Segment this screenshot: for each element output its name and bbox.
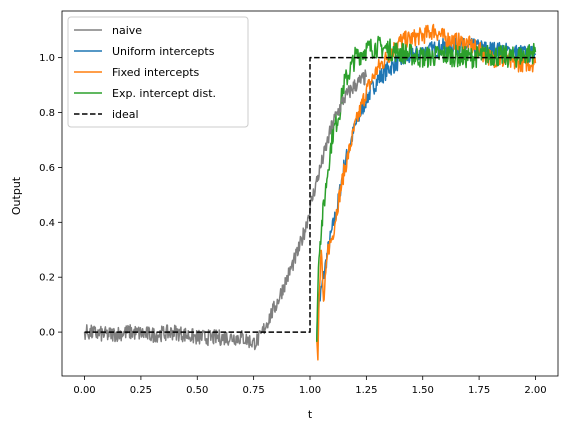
y-tick-label: 0.6 [39,163,55,174]
y-tick-label: 0.8 [39,108,55,119]
series-layer [83,23,537,361]
x-tick-label: 1.00 [299,385,321,396]
series-line-naive [83,69,368,351]
x-axis-label: t [308,408,313,421]
y-tick-label: 0.0 [39,328,55,339]
legend-label: Fixed intercepts [112,66,200,79]
series-line-ideal [84,56,536,333]
x-tick-label: 0.75 [243,385,265,396]
x-axis-ticks: 0.00 0.25 0.50 0.75 1.00 1.25 1.50 1.75 2.00 [73,376,547,396]
x-tick-label: 1.50 [412,385,434,396]
x-tick-label: 0.25 [130,385,152,396]
legend-label: Exp. intercept dist. [112,87,216,100]
y-tick-label: 0.2 [39,273,55,284]
y-axis-label: Output [10,176,23,215]
y-axis-ticks: 0.0 0.2 0.4 0.6 0.8 1.0 [39,53,62,339]
legend-label: Uniform intercepts [112,45,215,58]
x-tick-label: 1.25 [355,385,377,396]
legend-label: ideal [112,108,139,121]
y-tick-label: 0.4 [39,218,55,229]
legend-label: naive [112,24,142,37]
series-line-exp-intercept-dist [316,35,537,342]
x-tick-label: 0.50 [186,385,208,396]
x-tick-label: 1.75 [468,385,490,396]
legend: naive Uniform intercepts Fixed intercepts E… [67,16,249,128]
x-tick-label: 2.00 [524,385,546,396]
y-tick-label: 1.0 [39,53,55,64]
x-tick-label: 0.00 [73,385,95,396]
legend-box [67,16,249,128]
